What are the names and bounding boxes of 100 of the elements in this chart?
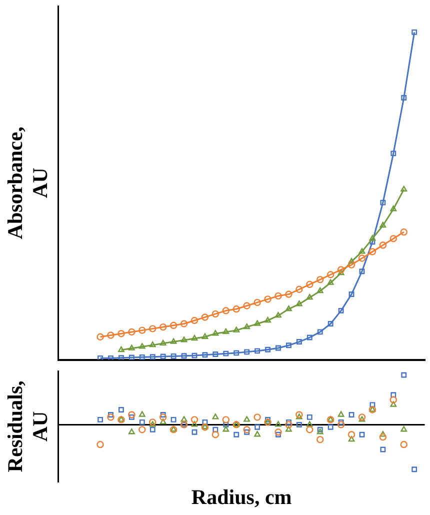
point [254,348,260,354]
point [222,307,230,314]
point [358,416,366,422]
point [296,286,303,293]
point [370,239,376,245]
point [286,305,292,312]
point [212,330,219,336]
point [400,186,408,192]
point [328,321,334,326]
point [160,412,166,418]
point [254,320,260,326]
point [348,258,355,264]
point [306,294,313,300]
point [390,396,397,404]
point [296,339,302,345]
point [138,411,146,417]
point [244,429,250,435]
point [159,414,167,421]
point [243,426,250,434]
point [149,421,156,427]
point [390,234,397,242]
point [170,353,176,359]
point [190,416,198,424]
point [390,392,396,398]
point [192,429,198,435]
point [234,432,240,438]
point [276,345,281,351]
point [150,354,156,360]
point [244,323,250,330]
point [201,314,209,321]
point [328,424,334,430]
point [170,338,177,344]
point [276,432,281,438]
point [316,287,324,294]
point [285,290,292,298]
point [306,414,312,420]
point [379,242,387,249]
point [160,354,166,360]
point [222,328,230,334]
point [380,200,386,206]
point [180,336,188,342]
point [212,352,218,357]
point [327,279,334,285]
point [264,316,271,323]
point [338,269,344,276]
point [400,440,408,448]
point [150,426,156,432]
point [390,401,397,407]
point [223,350,229,356]
point [96,333,104,340]
point [191,421,198,427]
point [401,372,407,378]
point [359,432,365,438]
point [160,418,166,424]
point [212,431,220,438]
point [108,412,114,418]
point [401,95,407,100]
point [139,354,145,360]
point [285,421,292,428]
point [96,440,104,448]
point [180,320,188,328]
y-axis-title: Absorbance, AU [3,126,52,240]
point [128,428,135,434]
point [202,352,208,358]
point [234,350,240,356]
point [254,424,260,430]
point [223,422,229,428]
point [138,426,146,434]
point [379,433,387,441]
point [390,206,397,212]
point [316,436,324,444]
point [128,354,134,360]
point [306,334,312,340]
point [138,326,146,334]
point [348,431,356,438]
point [202,333,208,339]
point [370,402,376,408]
point [170,416,176,422]
point [275,421,282,427]
point [233,326,240,332]
point [326,271,334,278]
point [348,292,354,298]
point [380,222,386,228]
point [337,421,345,428]
point [412,29,418,35]
point [390,150,396,156]
point [222,416,230,424]
point [192,352,198,358]
point [118,346,124,352]
point [265,346,270,352]
point [400,426,408,432]
point [274,428,282,436]
point [368,248,376,256]
point [149,341,156,348]
point [128,344,135,350]
point [380,431,386,437]
point [232,305,240,313]
point [170,322,178,330]
point [128,414,134,420]
point [118,355,124,360]
